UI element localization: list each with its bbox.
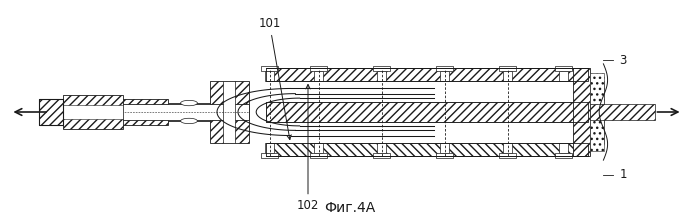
Text: 1: 1 [620, 168, 627, 181]
Bar [63, 95, 122, 129]
Text: 3: 3 [620, 54, 627, 67]
Bar [38, 99, 63, 125]
Bar [266, 143, 588, 156]
Text: Фиг.4А: Фиг.4А [324, 201, 376, 215]
Bar [498, 66, 517, 71]
Bar [266, 68, 588, 81]
Bar [314, 143, 323, 153]
Bar [590, 104, 655, 120]
Bar [266, 143, 588, 156]
Text: 102: 102 [297, 84, 319, 212]
Bar [503, 143, 512, 153]
Bar [554, 66, 573, 71]
Bar [573, 68, 590, 156]
Bar [435, 153, 454, 158]
Bar [260, 153, 279, 158]
Bar [377, 71, 386, 81]
Bar [554, 153, 573, 158]
Bar [309, 66, 328, 71]
Bar [266, 102, 588, 122]
Bar [168, 103, 210, 121]
Bar [102, 104, 248, 120]
Bar [266, 102, 588, 122]
Bar [260, 66, 279, 71]
Bar [223, 81, 235, 143]
Bar [273, 69, 588, 155]
Bar [265, 143, 274, 153]
Bar [559, 71, 568, 81]
Bar [309, 153, 328, 158]
Bar [314, 71, 323, 81]
Bar [440, 143, 449, 153]
Bar [590, 73, 604, 151]
Bar [440, 71, 449, 81]
Bar [265, 71, 274, 81]
Circle shape [181, 118, 197, 124]
Bar [372, 153, 391, 158]
Bar [590, 81, 604, 143]
Bar [559, 143, 568, 153]
Bar [377, 143, 386, 153]
Bar [435, 66, 454, 71]
Bar [63, 105, 122, 119]
Bar [372, 66, 391, 71]
Bar [503, 71, 512, 81]
Bar [122, 99, 168, 125]
Bar [266, 68, 588, 81]
Circle shape [181, 100, 197, 106]
Bar [210, 81, 248, 143]
Bar [498, 153, 517, 158]
Text: 101: 101 [258, 17, 291, 140]
Bar [38, 99, 63, 125]
